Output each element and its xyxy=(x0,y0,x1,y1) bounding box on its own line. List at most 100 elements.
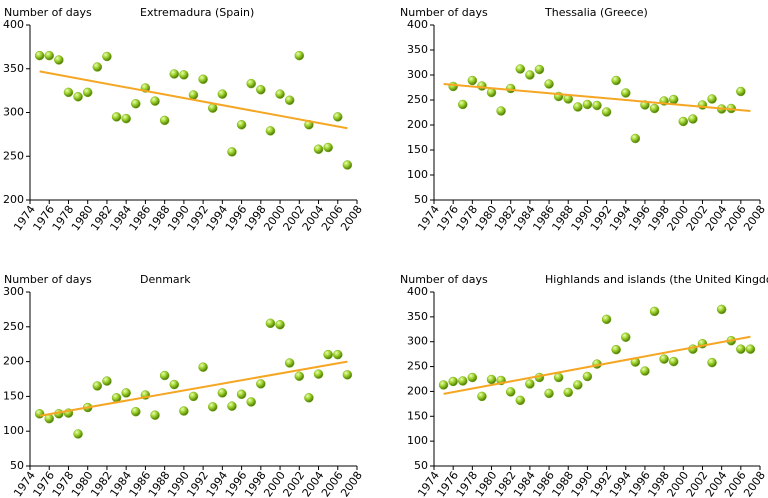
y-tick-label: 350 xyxy=(407,43,428,56)
x-tick-label: 2008 xyxy=(338,203,365,233)
data-point xyxy=(188,391,199,402)
data-point xyxy=(333,112,343,122)
data-point xyxy=(525,379,535,389)
x-tick-label: 2008 xyxy=(338,469,365,498)
data-point xyxy=(563,387,573,398)
y-tick-label: 350 xyxy=(407,310,428,323)
chart: Number of days Extremadura (Spain) 200 250 3… xyxy=(3,6,365,233)
data-point xyxy=(265,126,276,136)
data-point xyxy=(265,318,276,329)
y-axis-label: Number of days xyxy=(4,6,92,19)
data-point xyxy=(678,116,689,127)
y-tick-label: 200 xyxy=(407,384,428,397)
data-point xyxy=(198,74,208,84)
data-point xyxy=(313,144,324,154)
data-point xyxy=(121,388,131,398)
y-tick-label: 50 xyxy=(414,459,428,472)
data-point xyxy=(601,314,612,325)
trend-line xyxy=(443,335,751,395)
data-point xyxy=(515,395,526,406)
data-point xyxy=(34,409,45,419)
chart: Number of days Thessalia (Greece) 50 100 150… xyxy=(400,6,768,233)
data-point xyxy=(159,370,170,381)
y-tick-label: 200 xyxy=(3,193,24,206)
y-tick-label: 250 xyxy=(3,149,24,162)
data-point xyxy=(92,62,103,72)
data-point xyxy=(477,81,487,91)
data-point xyxy=(198,362,208,372)
trend-line xyxy=(443,83,751,112)
trend-line xyxy=(39,70,348,130)
y-tick-label: 250 xyxy=(407,93,428,106)
data-point xyxy=(207,402,218,412)
chart: Number of days Denmark5010015020025030019… xyxy=(3,273,365,498)
data-point xyxy=(649,306,660,317)
data-point xyxy=(342,160,353,170)
y-tick-label: 100 xyxy=(407,168,428,181)
data-point xyxy=(525,70,535,80)
y-tick-label: 300 xyxy=(407,335,428,348)
chart-title: Thessalia (Greece) xyxy=(544,6,648,19)
y-tick-label: 400 xyxy=(407,18,428,31)
data-point xyxy=(707,357,717,368)
data-point xyxy=(438,380,449,390)
data-point xyxy=(275,319,285,330)
data-point xyxy=(102,376,112,386)
data-point xyxy=(745,344,756,354)
data-point xyxy=(582,99,593,110)
data-point xyxy=(284,95,295,105)
data-point xyxy=(534,64,545,75)
y-tick-label: 200 xyxy=(3,355,24,368)
data-point xyxy=(256,379,266,389)
data-point xyxy=(294,371,305,381)
trend-line xyxy=(39,360,348,417)
data-point xyxy=(630,133,641,144)
data-point xyxy=(640,366,650,376)
data-point xyxy=(111,112,122,122)
data-point xyxy=(54,55,64,65)
data-point xyxy=(44,50,54,61)
data-point xyxy=(544,79,554,89)
data-point xyxy=(131,406,141,417)
data-point xyxy=(256,85,266,95)
data-point xyxy=(294,50,305,61)
data-point xyxy=(649,103,660,114)
data-point xyxy=(323,142,333,153)
y-tick-label: 200 xyxy=(407,118,428,131)
data-point xyxy=(716,304,727,315)
data-point xyxy=(150,410,160,420)
data-point xyxy=(63,87,74,98)
data-point xyxy=(179,406,189,416)
data-point xyxy=(553,372,564,383)
data-point xyxy=(323,349,333,360)
data-point xyxy=(582,371,593,382)
data-point xyxy=(707,94,717,104)
data-point xyxy=(505,83,516,94)
data-point xyxy=(573,380,583,390)
data-point xyxy=(601,107,612,117)
data-point xyxy=(102,51,112,62)
y-tick-label: 350 xyxy=(3,62,24,75)
chart-title: Denmark xyxy=(140,273,191,286)
y-tick-label: 100 xyxy=(407,434,428,447)
x-tick-label: 2008 xyxy=(741,469,768,498)
data-point xyxy=(246,397,256,407)
data-point xyxy=(611,75,621,86)
data-point xyxy=(496,106,506,116)
data-point xyxy=(697,100,708,110)
data-point xyxy=(477,391,487,402)
y-axis-label: Number of days xyxy=(400,273,488,286)
data-point xyxy=(34,50,45,61)
y-axis-label: Number of days xyxy=(4,273,92,286)
data-point xyxy=(515,64,526,74)
chart-title: Extremadura (Spain) xyxy=(140,6,254,19)
data-point xyxy=(621,332,631,342)
data-point xyxy=(458,99,468,110)
data-point xyxy=(736,344,746,354)
data-point xyxy=(688,114,698,124)
y-tick-label: 300 xyxy=(3,285,24,298)
data-point xyxy=(73,429,83,439)
data-point xyxy=(227,401,237,411)
data-point xyxy=(448,376,458,387)
